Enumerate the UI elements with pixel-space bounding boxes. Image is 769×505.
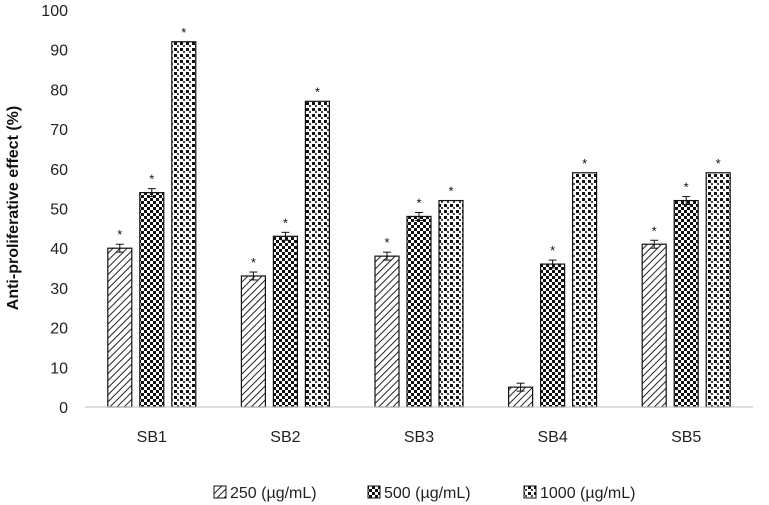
x-tick-label: SB1: [137, 429, 167, 446]
x-axis: SB1 SB2 SB3 SB4 SB5: [137, 429, 702, 446]
bar-sb5-series-2: [673, 199, 699, 408]
bar-sb3-series-3: [438, 199, 464, 408]
error-bar: [650, 239, 659, 249]
significance-star: *: [384, 235, 389, 250]
significance-star: *: [283, 215, 288, 230]
bar-sb5-series-3: [705, 172, 731, 408]
bars: [107, 41, 731, 408]
legend-item-2: 500 (µg/mL): [367, 485, 471, 502]
significance-star: *: [582, 156, 587, 171]
y-axis-label: Anti-proliferative effect (%): [5, 106, 22, 310]
error-bar: [147, 188, 156, 198]
y-tick-label: 100: [41, 3, 68, 20]
error-bar: [383, 251, 391, 261]
legend-swatch: [213, 485, 227, 499]
legend: 250 (µg/mL) 500 (µg/mL) 1000 (µg/mL): [213, 485, 635, 502]
legend-swatch: [523, 485, 537, 499]
significance-star: *: [117, 227, 122, 242]
y-axis: 0 10 20 30 40 50 60 70 80 90 100: [41, 3, 68, 417]
error-bar: [548, 259, 557, 269]
significance-star: *: [716, 156, 721, 171]
significance-star: *: [181, 25, 186, 40]
error-bar: [516, 382, 525, 392]
error-bar: [281, 231, 290, 241]
y-tick-label: 50: [50, 202, 68, 219]
y-tick-label: 30: [50, 281, 68, 298]
legend-swatch: [367, 485, 381, 499]
significance-star: *: [652, 223, 657, 238]
x-tick-label: SB2: [270, 429, 300, 446]
x-tick-label: SB4: [537, 429, 567, 446]
significance-markers: * * * * * * * * * * * * * *: [117, 25, 720, 270]
significance-star: *: [416, 195, 421, 210]
y-tick-label: 60: [50, 162, 68, 179]
bar-sb1-series-2: [139, 192, 165, 408]
significance-star: *: [149, 172, 154, 187]
significance-star: *: [315, 84, 320, 99]
bar-sb2-series-2: [272, 235, 298, 408]
significance-star: *: [251, 255, 256, 270]
significance-star: *: [550, 243, 555, 258]
bar-sb5-series-1: [641, 243, 667, 408]
bar-sb2-series-1: [240, 275, 266, 408]
legend-label: 500 (µg/mL): [384, 485, 471, 502]
y-tick-label: 40: [50, 241, 68, 258]
significance-star: *: [448, 184, 453, 199]
y-tick-label: 90: [50, 43, 68, 60]
significance-star: *: [684, 180, 689, 195]
bar-sb4-series-2: [539, 263, 566, 408]
y-tick-label: 0: [59, 400, 68, 417]
x-tick-label: SB5: [671, 429, 701, 446]
error-bars: [115, 188, 691, 392]
legend-item-1: 250 (µg/mL): [213, 485, 317, 502]
error-bar: [682, 196, 691, 206]
bar-sb1-series-1: [107, 247, 133, 408]
y-tick-label: 70: [50, 122, 68, 139]
bar-sb3-series-2: [406, 215, 432, 408]
bar-sb4-series-3: [571, 172, 598, 408]
bar-sb3-series-1: [374, 255, 400, 408]
legend-item-3: 1000 (µg/mL): [523, 485, 635, 502]
y-tick-label: 10: [50, 360, 68, 377]
y-tick-label: 80: [50, 82, 68, 99]
legend-label: 1000 (µg/mL): [540, 485, 635, 502]
error-bar: [249, 271, 258, 281]
error-bar: [415, 211, 423, 221]
bar-sb2-series-3: [304, 100, 330, 408]
bar-sb1-series-3: [171, 41, 197, 408]
legend-label: 250 (µg/mL): [230, 485, 317, 502]
y-tick-label: 20: [50, 321, 68, 338]
error-bar: [115, 243, 124, 253]
x-tick-label: SB3: [404, 429, 434, 446]
